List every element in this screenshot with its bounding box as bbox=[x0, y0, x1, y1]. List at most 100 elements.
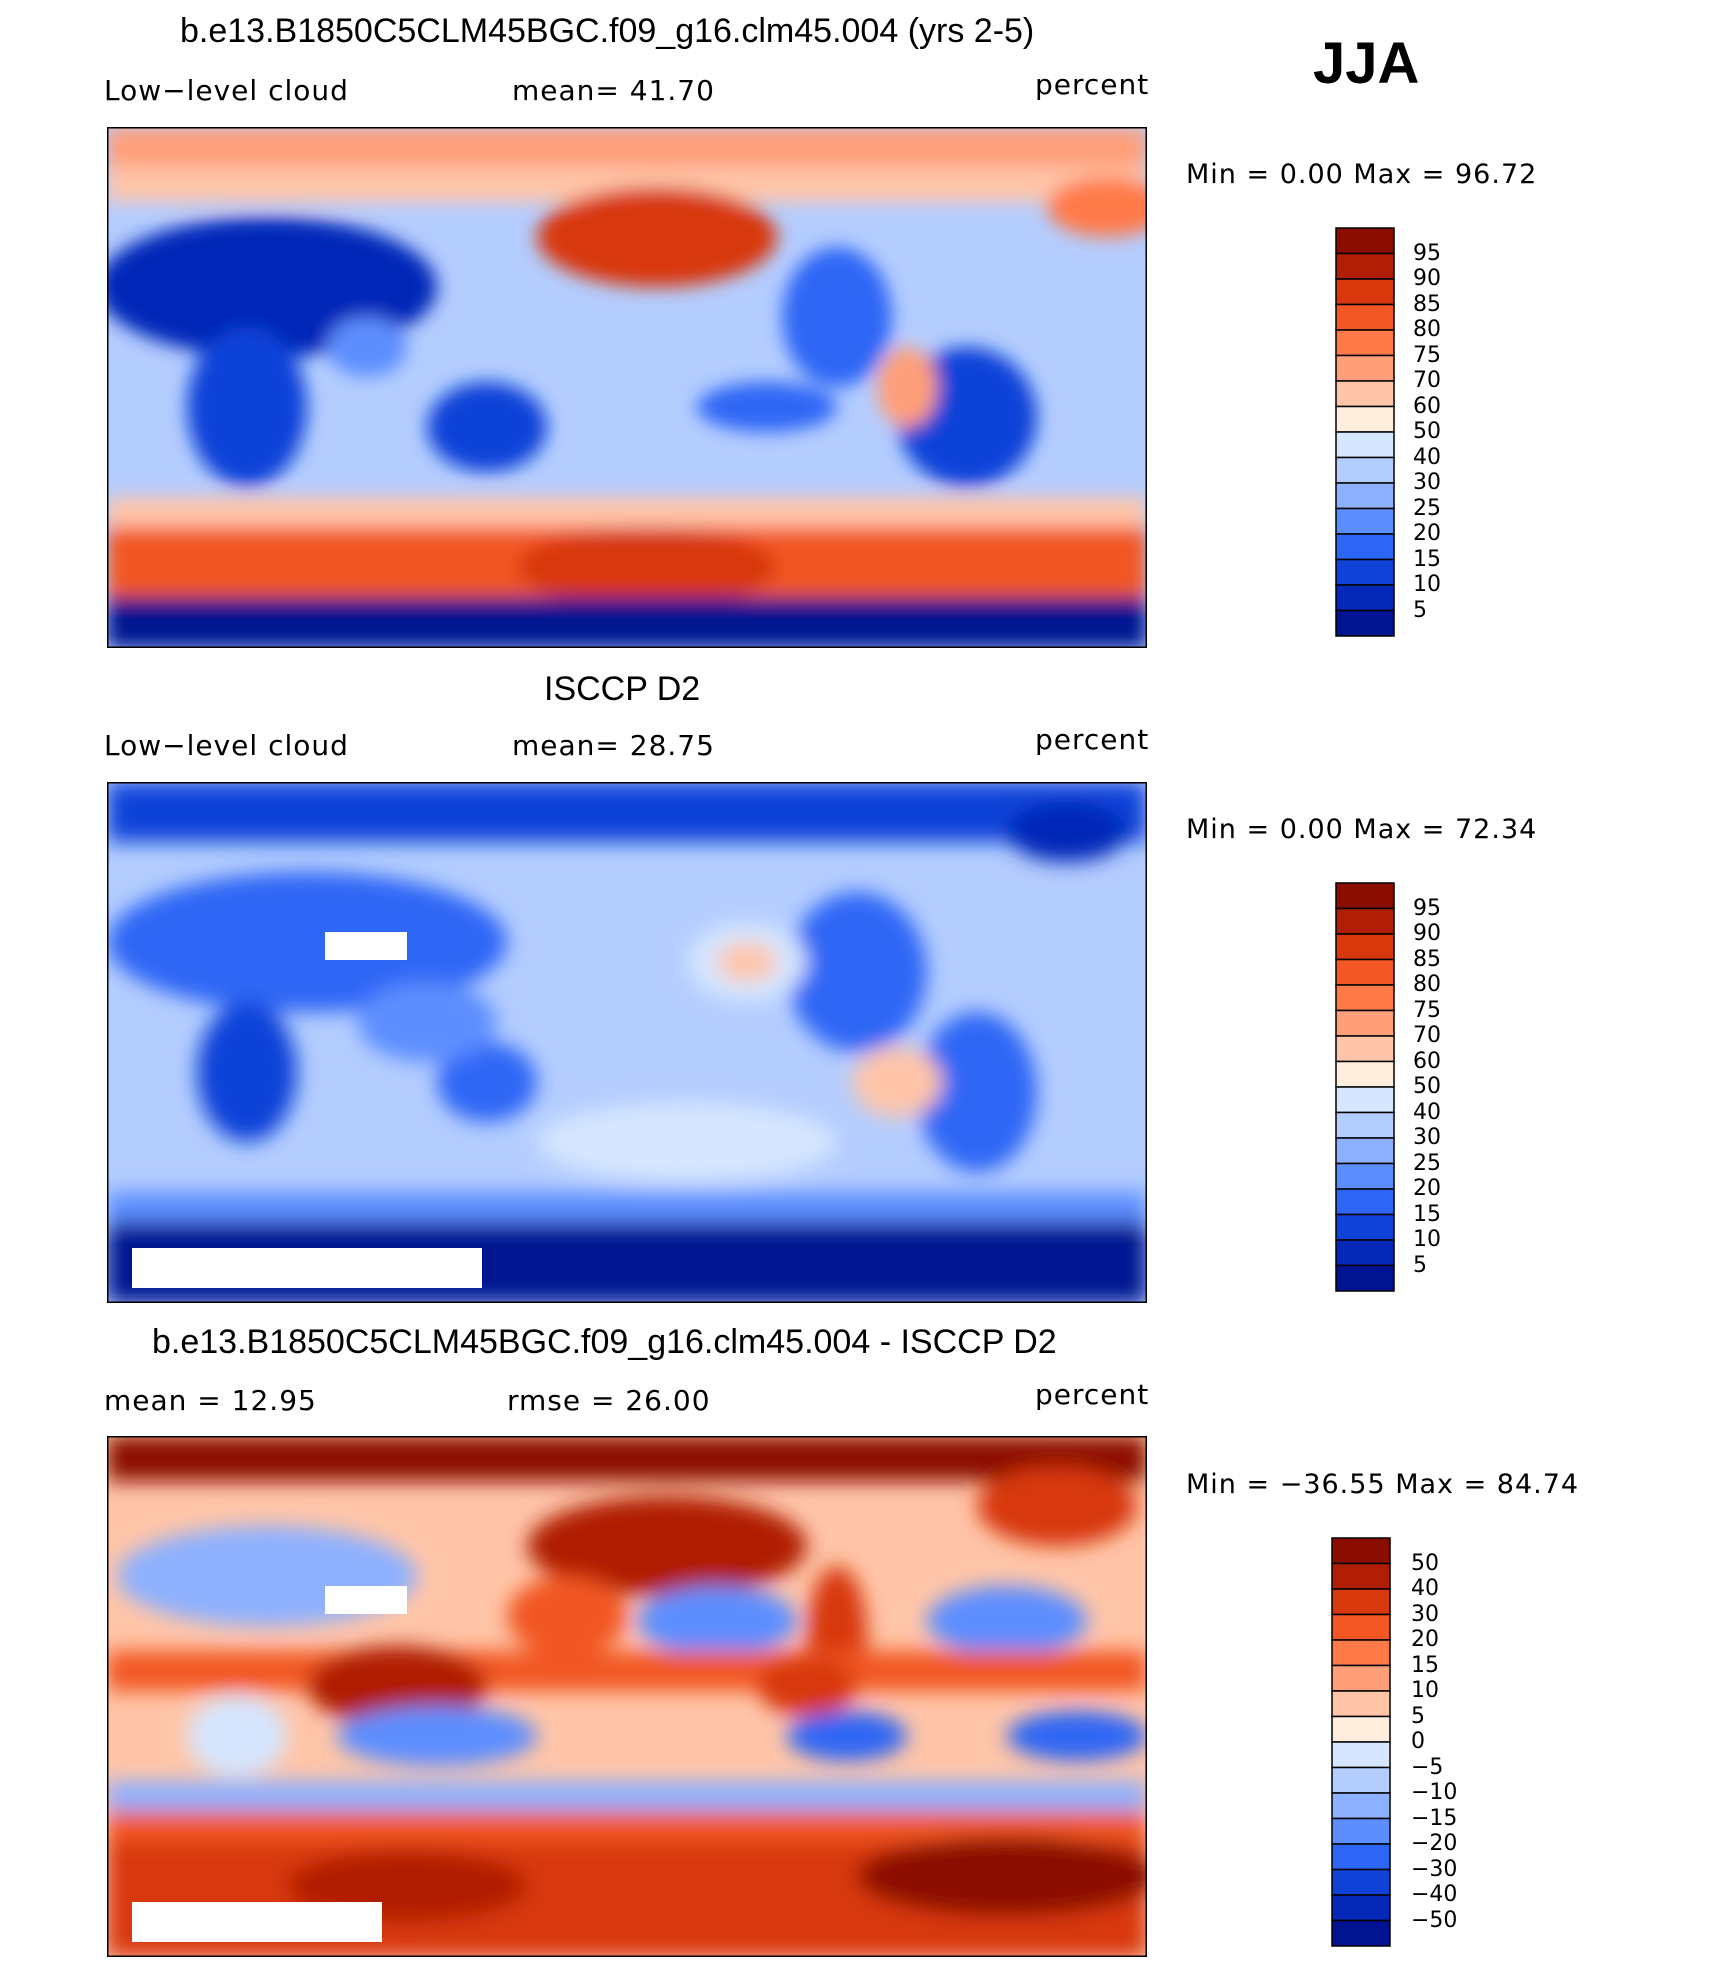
panel1-title: b.e13.B1850C5CLM45BGC.f09_g16.clm45.004 … bbox=[180, 12, 1035, 50]
panel2-title: ISCCP D2 bbox=[544, 670, 701, 708]
season-label: JJA bbox=[1313, 31, 1420, 96]
colorbar-panel3-swatch bbox=[1331, 1715, 1391, 1743]
colorbar-panel3-swatch bbox=[1331, 1639, 1391, 1667]
colorbar-panel2-tick-label: 50 bbox=[1413, 1074, 1441, 1099]
colorbar-panel3-swatch bbox=[1331, 1919, 1391, 1947]
colorbar-panel2-swatch bbox=[1335, 1162, 1395, 1190]
colorbar-panel1-swatch bbox=[1335, 456, 1395, 484]
colorbar-panel3-swatch bbox=[1331, 1741, 1391, 1769]
colorbar-panel3 bbox=[1331, 1537, 1391, 1947]
colorbar-panel1-tick-label: 75 bbox=[1413, 342, 1441, 368]
colorbar-panel2-swatch bbox=[1335, 882, 1395, 910]
colorbar-panel1-swatch bbox=[1335, 278, 1395, 306]
colorbar-panel1-tick-label: 5 bbox=[1413, 597, 1427, 623]
panel3-units-label: percent bbox=[1035, 1378, 1150, 1411]
colorbar-panel1 bbox=[1335, 227, 1395, 637]
colorbar-panel3-swatch bbox=[1331, 1588, 1391, 1616]
colorbar-panel1-swatch bbox=[1335, 329, 1395, 357]
panel1-variable-label: Low−level cloud bbox=[104, 74, 349, 107]
panel3-minmax: Min = −36.55 Max = 84.74 bbox=[1186, 1469, 1580, 1500]
colorbar-panel1-tick-label: 50 bbox=[1413, 419, 1441, 444]
colorbar-panel2-swatch bbox=[1335, 1239, 1395, 1267]
colorbar-panel2-swatch bbox=[1335, 907, 1395, 935]
colorbar-panel2-tick-label: 75 bbox=[1413, 997, 1441, 1023]
colorbar-panel1-tick-label: 60 bbox=[1413, 393, 1441, 419]
colorbar-panel3-swatch bbox=[1331, 1690, 1391, 1718]
colorbar-panel1-swatch bbox=[1335, 380, 1395, 408]
colorbar-panel2-tick-label: 70 bbox=[1413, 1023, 1441, 1048]
panel2-minmax: Min = 0.00 Max = 72.34 bbox=[1186, 814, 1538, 845]
colorbar-panel1-tick-label: 80 bbox=[1413, 317, 1441, 342]
colorbar-panel2-labels: 95 90 85 80 75 70 60 50 40 30 25 20 15 10 5 bbox=[1413, 882, 1493, 1292]
colorbar-panel3-swatch bbox=[1331, 1843, 1391, 1871]
colorbar-panel2-swatch bbox=[1335, 1213, 1395, 1241]
colorbar-panel2-swatch bbox=[1335, 1188, 1395, 1216]
colorbar-panel1-swatch bbox=[1335, 507, 1395, 535]
colorbar-panel3-tick-label: 5 bbox=[1411, 1703, 1425, 1729]
colorbar-panel2-swatches bbox=[1335, 882, 1395, 1292]
colorbar-panel3-tick-label: −50 bbox=[1411, 1907, 1458, 1933]
colorbar-panel3-tick-label: 30 bbox=[1411, 1601, 1439, 1627]
panel2-mean-label: mean= 28.75 bbox=[512, 729, 715, 762]
colorbar-panel3-tick-label: −15 bbox=[1411, 1805, 1458, 1831]
colorbar-panel1-swatch bbox=[1335, 584, 1395, 612]
colorbar-panel2-tick-label: 15 bbox=[1413, 1201, 1441, 1227]
colorbar-panel3-swatch bbox=[1331, 1664, 1391, 1692]
colorbar-panel1-swatch bbox=[1335, 354, 1395, 382]
colorbar-panel2-tick-label: 90 bbox=[1413, 921, 1441, 946]
colorbar-panel2-swatch bbox=[1335, 933, 1395, 961]
colorbar-panel1-tick-label: 90 bbox=[1413, 266, 1441, 291]
colorbar-panel3-tick-label: 0 bbox=[1411, 1729, 1425, 1754]
colorbar-panel1-tick-label: 85 bbox=[1413, 291, 1441, 317]
colorbar-panel3-swatch bbox=[1331, 1613, 1391, 1641]
colorbar-panel1-tick-label: 15 bbox=[1413, 546, 1441, 572]
colorbar-panel3-tick-label: 10 bbox=[1411, 1678, 1439, 1703]
colorbar-panel3-swatch bbox=[1331, 1537, 1391, 1565]
colorbar-panel3-swatch bbox=[1331, 1562, 1391, 1590]
colorbar-panel2-tick-label: 5 bbox=[1413, 1252, 1427, 1278]
colorbar-panel1-tick-label: 30 bbox=[1413, 470, 1441, 495]
colorbar-panel3-tick-label: 15 bbox=[1411, 1652, 1439, 1678]
colorbar-panel3-swatch bbox=[1331, 1792, 1391, 1820]
colorbar-panel3-tick-label: 50 bbox=[1411, 1550, 1439, 1576]
colorbar-panel3-tick-label: −30 bbox=[1411, 1856, 1458, 1882]
colorbar-panel3-labels: 50 40 30 20 15 10 5 0 −5 −10 −15 −20 −30 −40 −50 bbox=[1411, 1537, 1491, 1947]
panel2-variable-label: Low−level cloud bbox=[104, 729, 349, 762]
panel2-units-label: percent bbox=[1035, 723, 1150, 756]
colorbar-panel3-swatch bbox=[1331, 1817, 1391, 1845]
colorbar-panel2-tick-label: 25 bbox=[1413, 1150, 1441, 1176]
colorbar-panel2-swatch bbox=[1335, 1137, 1395, 1165]
colorbar-panel1-tick-label: 25 bbox=[1413, 495, 1441, 521]
colorbar-panel2-swatch bbox=[1335, 984, 1395, 1012]
colorbar-panel3-tick-label: −20 bbox=[1411, 1831, 1458, 1856]
panel1-map bbox=[107, 127, 1147, 648]
colorbar-panel2-swatch bbox=[1335, 1264, 1395, 1292]
colorbar-panel1-swatch bbox=[1335, 482, 1395, 510]
colorbar-panel3-tick-label: 20 bbox=[1411, 1627, 1439, 1652]
colorbar-panel3-swatch bbox=[1331, 1894, 1391, 1922]
colorbar-panel1-swatch bbox=[1335, 303, 1395, 331]
colorbar-panel2-swatch bbox=[1335, 1086, 1395, 1114]
colorbar-panel1-swatch bbox=[1335, 405, 1395, 433]
colorbar-panel2-tick-label: 30 bbox=[1413, 1125, 1441, 1150]
colorbar-panel1-tick-label: 40 bbox=[1413, 444, 1441, 470]
colorbar-panel2-tick-label: 95 bbox=[1413, 895, 1441, 921]
colorbar-panel1-tick-label: 70 bbox=[1413, 368, 1441, 393]
panel3-mean-label: mean = 12.95 bbox=[104, 1384, 317, 1417]
colorbar-panel2-tick-label: 80 bbox=[1413, 972, 1441, 997]
colorbar-panel2-swatch bbox=[1335, 1111, 1395, 1139]
colorbar-panel1-swatch bbox=[1335, 227, 1395, 255]
colorbar-panel1-swatches bbox=[1335, 227, 1395, 637]
colorbar-panel2-swatch bbox=[1335, 1060, 1395, 1088]
colorbar-panel2-swatch bbox=[1335, 1009, 1395, 1037]
colorbar-panel3-swatch bbox=[1331, 1766, 1391, 1794]
colorbar-panel3-tick-label: −5 bbox=[1411, 1754, 1444, 1780]
colorbar-panel2-tick-label: 20 bbox=[1413, 1176, 1441, 1201]
colorbar-panel2-swatch bbox=[1335, 1035, 1395, 1063]
colorbar-panel2-tick-label: 10 bbox=[1413, 1227, 1441, 1252]
colorbar-panel1-tick-label: 95 bbox=[1413, 240, 1441, 266]
colorbar-panel2-tick-label: 40 bbox=[1413, 1099, 1441, 1125]
panel3-rmse-label: rmse = 26.00 bbox=[507, 1384, 711, 1417]
colorbar-panel2-tick-label: 85 bbox=[1413, 946, 1441, 972]
colorbar-panel3-tick-label: −10 bbox=[1411, 1780, 1458, 1805]
